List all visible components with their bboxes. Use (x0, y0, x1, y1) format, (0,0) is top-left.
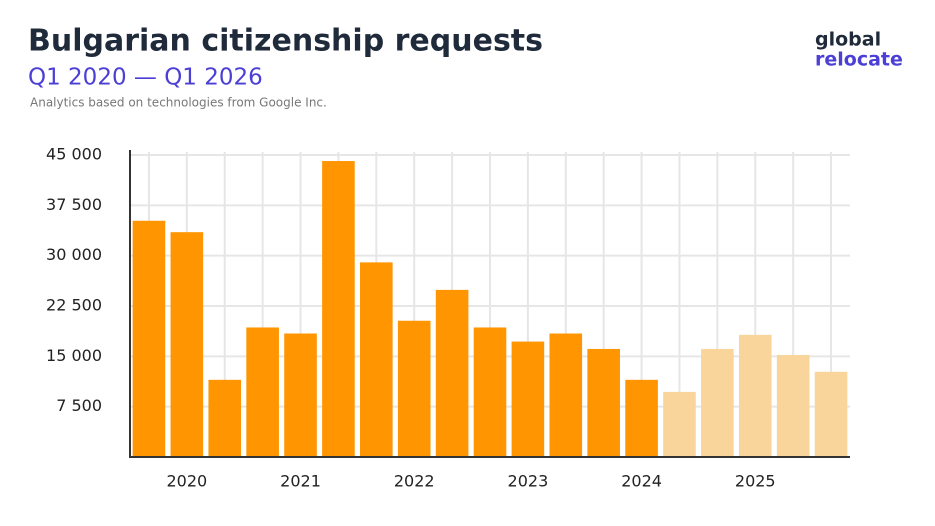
axes: 7 500 15 000 22 500 30 000 37 500 45 000 2020 2… (46, 145, 850, 491)
logo-line: relocate (815, 49, 903, 71)
y-tick-label: 45 000 (46, 145, 102, 164)
bar (360, 262, 393, 457)
x-tick-label: 2025 (735, 472, 776, 491)
chart-title: Bulgarian citizenship requests (28, 24, 543, 59)
bar (625, 379, 658, 457)
bar (435, 289, 469, 457)
x-tick-label: 2021 (280, 472, 321, 491)
bar (246, 327, 279, 457)
bar (397, 320, 431, 457)
bar (549, 333, 583, 457)
bar (322, 161, 355, 458)
y-tick-label: 22 500 (46, 296, 102, 315)
x-tick-label: 2023 (508, 472, 549, 491)
chart-subtitle: Q1 2020 — Q1 2026 (28, 65, 263, 91)
bar (132, 220, 166, 457)
x-tick-label: 2024 (621, 472, 662, 491)
bar (473, 327, 507, 457)
y-tick-label: 37 500 (46, 195, 102, 214)
bar (587, 348, 620, 457)
note: Analytics based on technologies from Goo… (30, 96, 327, 110)
bar (776, 354, 810, 457)
bar (170, 232, 204, 457)
y-tick-label: 15 000 (46, 346, 102, 365)
bars (132, 161, 848, 458)
y-tick-label: 30 000 (46, 245, 102, 264)
y-tick-label: 7 500 (56, 396, 102, 415)
bar (208, 379, 242, 457)
x-tick-label: 2022 (394, 472, 435, 491)
logo-line: global (815, 29, 881, 51)
x-tick-label: 2020 (166, 472, 207, 491)
bar (738, 334, 772, 457)
bar (284, 333, 317, 457)
bar (663, 391, 696, 457)
bar (701, 348, 734, 457)
bar (511, 341, 545, 457)
bar (814, 371, 848, 457)
